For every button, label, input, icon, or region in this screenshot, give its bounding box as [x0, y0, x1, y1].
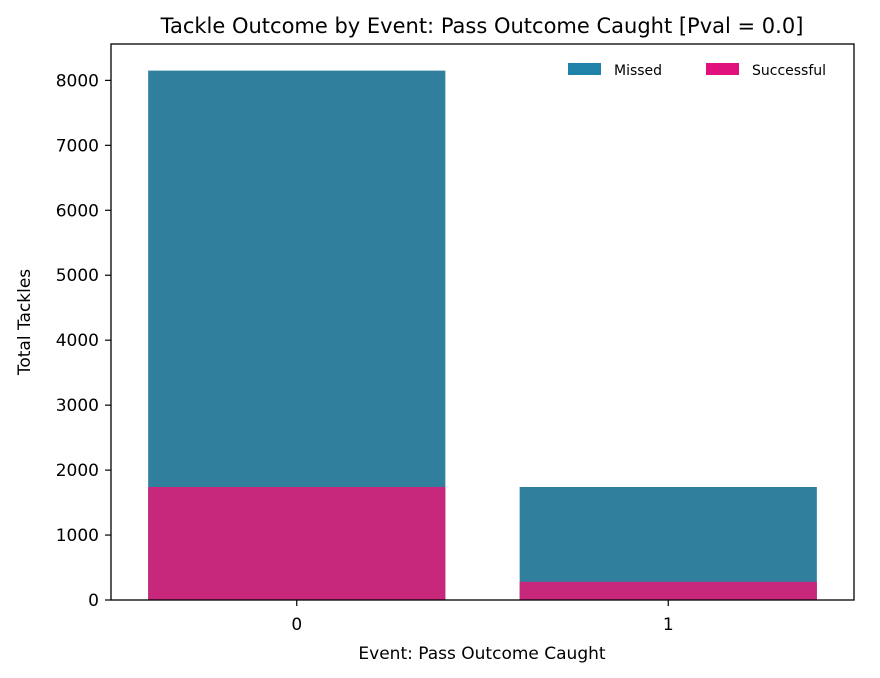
y-tick-label: 0 — [88, 591, 99, 611]
legend-swatch-successful — [706, 63, 739, 75]
y-tick-label: 5000 — [56, 266, 99, 286]
y-axis: 0 1000 2000 3000 4000 5000 6000 7000 8000 — [56, 71, 111, 611]
y-tick-label: 4000 — [56, 331, 99, 351]
y-tick-label: 6000 — [56, 201, 99, 221]
x-tick-label: 0 — [291, 615, 302, 635]
bars-layer — [148, 70, 817, 600]
bar-successful-0 — [148, 486, 446, 600]
y-axis-label: Total Tackles — [15, 269, 35, 376]
legend-swatch-missed — [568, 63, 601, 75]
legend-label-successful: Successful — [752, 63, 826, 79]
y-tick-label: 7000 — [56, 136, 99, 156]
bar-missed-1 — [519, 486, 817, 600]
plot-frame — [110, 43, 855, 601]
y-tick-label: 1000 — [56, 526, 99, 546]
chart-title: Tackle Outcome by Event: Pass Outcome Ca… — [160, 14, 804, 38]
y-tick-label: 3000 — [56, 396, 99, 416]
legend: Missed Successful — [568, 63, 826, 79]
y-tick-label: 2000 — [56, 461, 99, 481]
y-tick-label: 8000 — [56, 71, 99, 91]
bar-successful-1 — [519, 581, 817, 600]
x-axis-label: Event: Pass Outcome Caught — [358, 644, 605, 664]
legend-label-missed: Missed — [614, 63, 662, 79]
x-tick-label: 1 — [663, 615, 674, 635]
